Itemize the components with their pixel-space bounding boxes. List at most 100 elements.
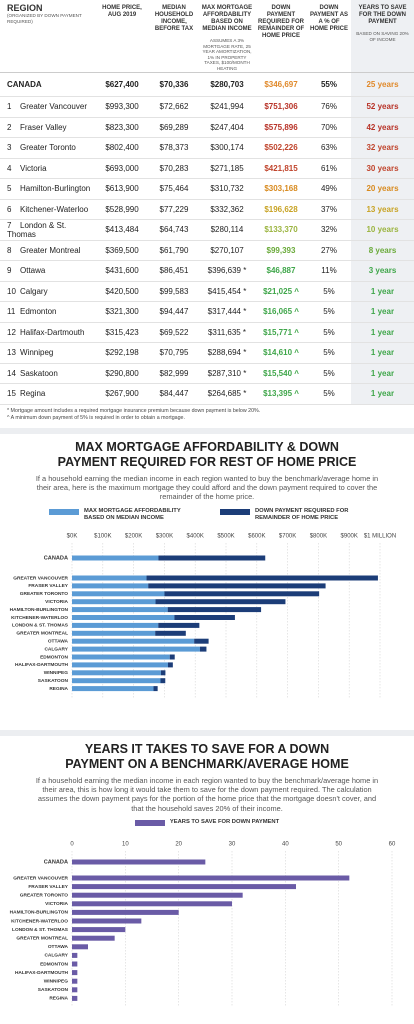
separator [0, 428, 414, 434]
table-cell: $292,198 [95, 342, 149, 364]
rank: 13 [7, 348, 16, 358]
data-table: REGION (ORGANIZED BY DOWN PAYMENT REQUIRE… [0, 0, 414, 405]
table-cell: $300,174 [199, 137, 255, 159]
bar [72, 583, 149, 589]
table-cell: $280,114 [199, 219, 255, 241]
legend-label: DOWN PAYMENT REQUIRED FOR REMAINDER OF H… [255, 507, 349, 521]
table-cell: 5% [307, 301, 351, 323]
region: CANADA [7, 80, 42, 89]
table-cell: $16,065 ^ [255, 301, 307, 323]
table-cell: 25 years [351, 72, 414, 97]
region-cell: 3 Greater Toronto [0, 137, 95, 159]
category-label: GREATER VANCOUVER [13, 875, 68, 881]
region: Greater Montreal [20, 245, 81, 255]
table-row: 8 Greater Montreal $369,500 $61,790 $270,107… [0, 240, 414, 261]
table-cell: $315,423 [95, 322, 149, 343]
region: Winnipeg [20, 348, 54, 358]
legend-swatch [220, 508, 250, 515]
table-cell: $78,373 [149, 137, 199, 159]
category-label: HAMILTON-BURLINGTON [10, 606, 69, 612]
legend-item: MAX MORTGAGE AFFORDABILITY BASED ON MEDI… [49, 508, 194, 522]
header-cell: MEDIAN HOUSEHOLD INCOME, BEFORE TAX [149, 0, 199, 73]
table-row: 6 Kitchener-Waterloo $528,990 $77,229 $332,3… [0, 199, 414, 220]
region: Calgary [20, 286, 48, 296]
rank: 12 [7, 327, 16, 337]
bar [167, 606, 262, 612]
x-tick-label: 30 [229, 841, 236, 847]
category-label: VICTORIA [45, 901, 68, 907]
chart-subtitle: If a household earning the median income… [35, 776, 379, 813]
region-cell: 15 Regina [0, 383, 95, 405]
table-cell: $528,990 [95, 199, 149, 220]
table-cell: 32 years [351, 137, 414, 159]
region: Regina [20, 389, 46, 399]
table-cell: $15,771 ^ [255, 322, 307, 343]
footnote: ^ A minimum down payment of 5% is requir… [7, 415, 185, 421]
table-cell: $613,900 [95, 178, 149, 200]
table-cell: $346,697 [255, 72, 307, 97]
region: Ottawa [20, 266, 46, 276]
table-cell: 1 year [351, 342, 414, 364]
header-row: REGION (ORGANIZED BY DOWN PAYMENT REQUIRE… [0, 0, 414, 73]
table-cell: $421,815 [255, 158, 307, 179]
header-note: ASSUMES A 3% MORTGAGE RATE, 25 YEAR AMOR… [202, 38, 252, 71]
table-head: REGION (ORGANIZED BY DOWN PAYMENT REQUIRE… [0, 0, 414, 73]
table-cell: 5% [307, 322, 351, 343]
bar [72, 978, 78, 984]
legend-label: YEARS TO SAVE FOR DOWN PAYMENT [169, 818, 280, 825]
region-cell: 7 London & St. Thomas [0, 219, 95, 241]
table-cell: 1 year [351, 301, 414, 323]
category-label: OTTAWA [48, 944, 69, 950]
table-cell: $287,310 * [199, 363, 255, 384]
category-label: GREATER VANCOUVER [13, 575, 68, 581]
bar [72, 646, 200, 652]
category-label: KITCHENER-WATERLOO [11, 918, 68, 924]
table-cell: $70,283 [149, 158, 199, 179]
bar [72, 969, 78, 975]
table-cell: $288,694 * [199, 342, 255, 364]
table-cell: $420,500 [95, 281, 149, 302]
chart-subtitle: If a household earning the median income… [35, 474, 379, 502]
table-cell: $21,025 ^ [255, 281, 307, 302]
rank: 7 [7, 220, 12, 230]
table-cell: 32% [307, 219, 351, 241]
bar [72, 952, 78, 958]
x-tick-label: 0 [70, 841, 74, 847]
table-cell: $993,300 [95, 96, 149, 118]
region: Hamilton-Burlington [20, 184, 91, 194]
bar [72, 555, 159, 561]
table-cell: $369,500 [95, 240, 149, 261]
bar [174, 614, 235, 620]
table-row: CANADA $627,400 $70,336 $280,703 $346,697 55%… [0, 72, 414, 97]
region: Saskatoon [20, 368, 58, 378]
bar [72, 614, 175, 620]
table-cell: 5% [307, 342, 351, 364]
table-cell: 63% [307, 137, 351, 159]
table-cell: $196,628 [255, 199, 307, 220]
x-tick-label: 50 [335, 841, 342, 847]
bar [72, 883, 296, 889]
bar [72, 918, 142, 924]
region-cell: 10 Calgary [0, 281, 95, 302]
table-row: 14 Saskatoon $290,800 $82,999 $287,310 * $15,… [0, 363, 414, 384]
region-cell: 4 Victoria [0, 158, 95, 179]
category-label: HAMILTON-BURLINGTON [10, 909, 69, 915]
category-label: CANADA [44, 859, 68, 865]
x-tick-label: $700K [279, 533, 296, 539]
plot: 0 10 20 30 40 50 60 CANADA GREATER VANCOUVER FRAS… [10, 841, 396, 1006]
table-cell: 27% [307, 240, 351, 261]
region-cell: 11 Edmonton [0, 301, 95, 323]
x-tick-label: $300K [156, 533, 173, 539]
bar [158, 622, 200, 628]
bar [72, 944, 88, 950]
table-row: 2 Fraser Valley $823,300 $69,289 $247,404 $57… [0, 117, 414, 138]
region-cell: 8 Greater Montreal [0, 240, 95, 261]
bar [160, 677, 166, 683]
header-cell: DOWN PAYMENT REQUIRED FOR REMAINDER OF H… [255, 0, 307, 73]
category-label: GREATER MONTREAL [16, 935, 68, 941]
region-cell: 2 Fraser Valley [0, 117, 95, 138]
bar [155, 630, 186, 636]
region: Greater Toronto [20, 143, 76, 153]
